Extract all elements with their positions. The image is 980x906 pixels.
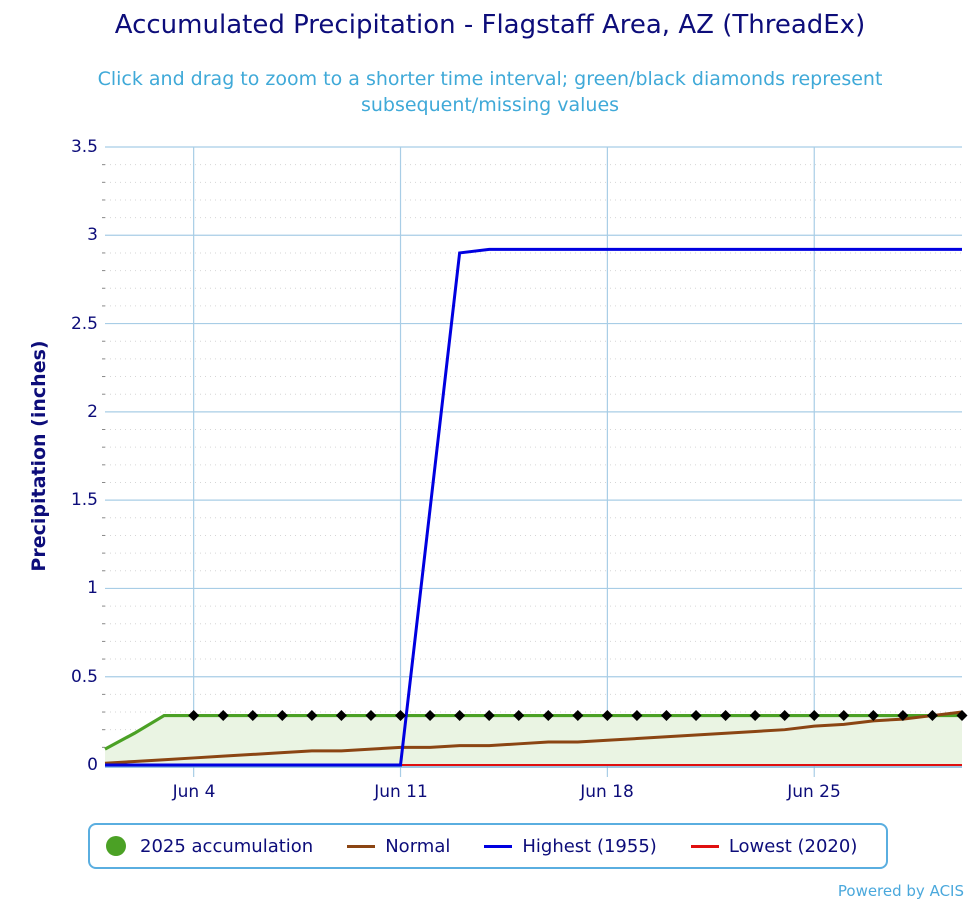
legend-label: Normal [385,835,451,857]
y-tick: 1.5 [70,490,98,510]
legend-item-lowest[interactable]: Lowest (2020) [690,835,858,857]
credits-link[interactable]: Powered by ACIS [837,882,964,900]
chart-subtitle: Click and drag to zoom to a shorter time… [97,68,883,116]
y-tick: 3.5 [70,137,98,157]
green-circle-icon [106,836,126,856]
legend-item-normal[interactable]: Normal [347,836,450,857]
blue-line-icon [484,844,513,848]
x-tick: Jun 4 [172,782,216,802]
legend: 2025 accumulation Normal Highest (1955) … [88,823,888,869]
x-tick: Jun 25 [787,782,841,802]
y-tick: 2 [87,402,98,422]
legend-label: 2025 accumulation [140,835,314,857]
y-tick: 0 [87,755,98,775]
brown-line-icon [347,844,376,848]
y-tick: 0.5 [70,667,98,687]
legend-item-highest[interactable]: Highest (1955) [484,835,657,857]
x-tick: Jun 11 [374,782,428,802]
y-tick: 3 [87,225,98,245]
y-axis-label: Precipitation (inches) [28,340,50,572]
legend-item-2025[interactable]: 2025 accumulation [106,836,313,857]
y-tick: 2.5 [70,314,98,334]
red-line-icon [690,844,719,848]
legend-label: Lowest (2020) [728,835,858,857]
chart-title: Accumulated Precipitation - Flagstaff Ar… [114,10,866,40]
legend-label: Highest (1955) [522,835,657,857]
y-tick: 1 [87,578,98,598]
x-tick: Jun 18 [580,782,634,802]
